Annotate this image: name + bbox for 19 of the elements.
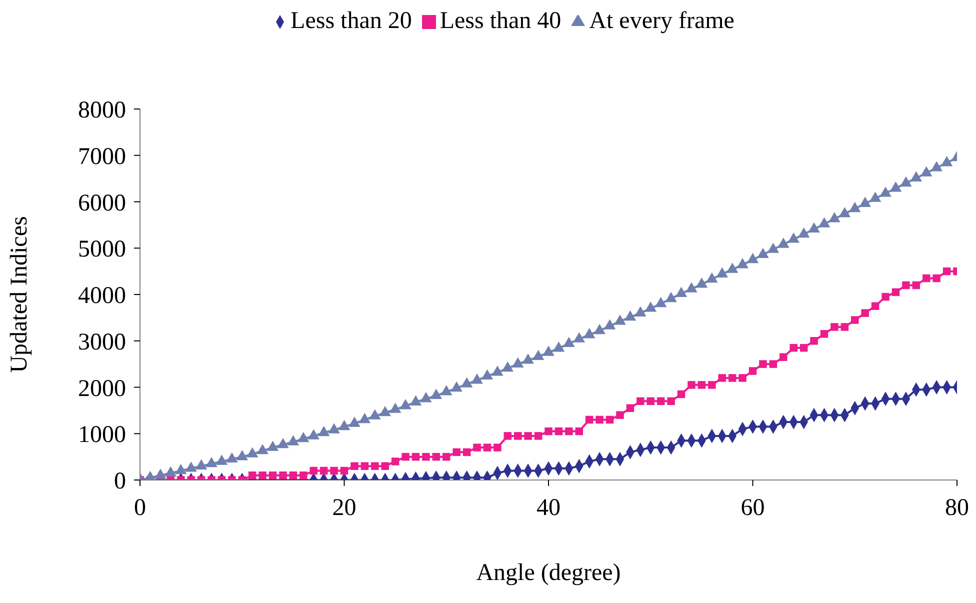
y-tick-label: 1000 <box>78 422 126 448</box>
x-axis-title: Angle (degree) <box>476 560 621 586</box>
x-tick-label: 60 <box>740 495 765 522</box>
y-tick-label: 8000 <box>78 98 126 124</box>
x-tick-label: 40 <box>536 495 560 522</box>
y-tick-label: 4000 <box>78 283 126 310</box>
legend-label: At every frame <box>589 8 734 34</box>
y-tick-label: 6000 <box>78 190 126 216</box>
y-tick-label: 0 <box>114 468 126 495</box>
y-tick-label: 7000 <box>78 144 126 170</box>
legend-label: Less than 40 <box>440 8 562 34</box>
x-tick-label: 80 <box>945 495 969 522</box>
y-axis-title: Updated Indices <box>6 216 33 373</box>
y-tick-label: 5000 <box>78 236 126 263</box>
x-tick-label: 0 <box>134 495 146 522</box>
y-tick-label: 2000 <box>78 376 126 402</box>
x-tick-label: 20 <box>332 495 356 522</box>
legend-label: Less than 20 <box>290 8 412 34</box>
y-tick-label: 3000 <box>78 329 126 356</box>
